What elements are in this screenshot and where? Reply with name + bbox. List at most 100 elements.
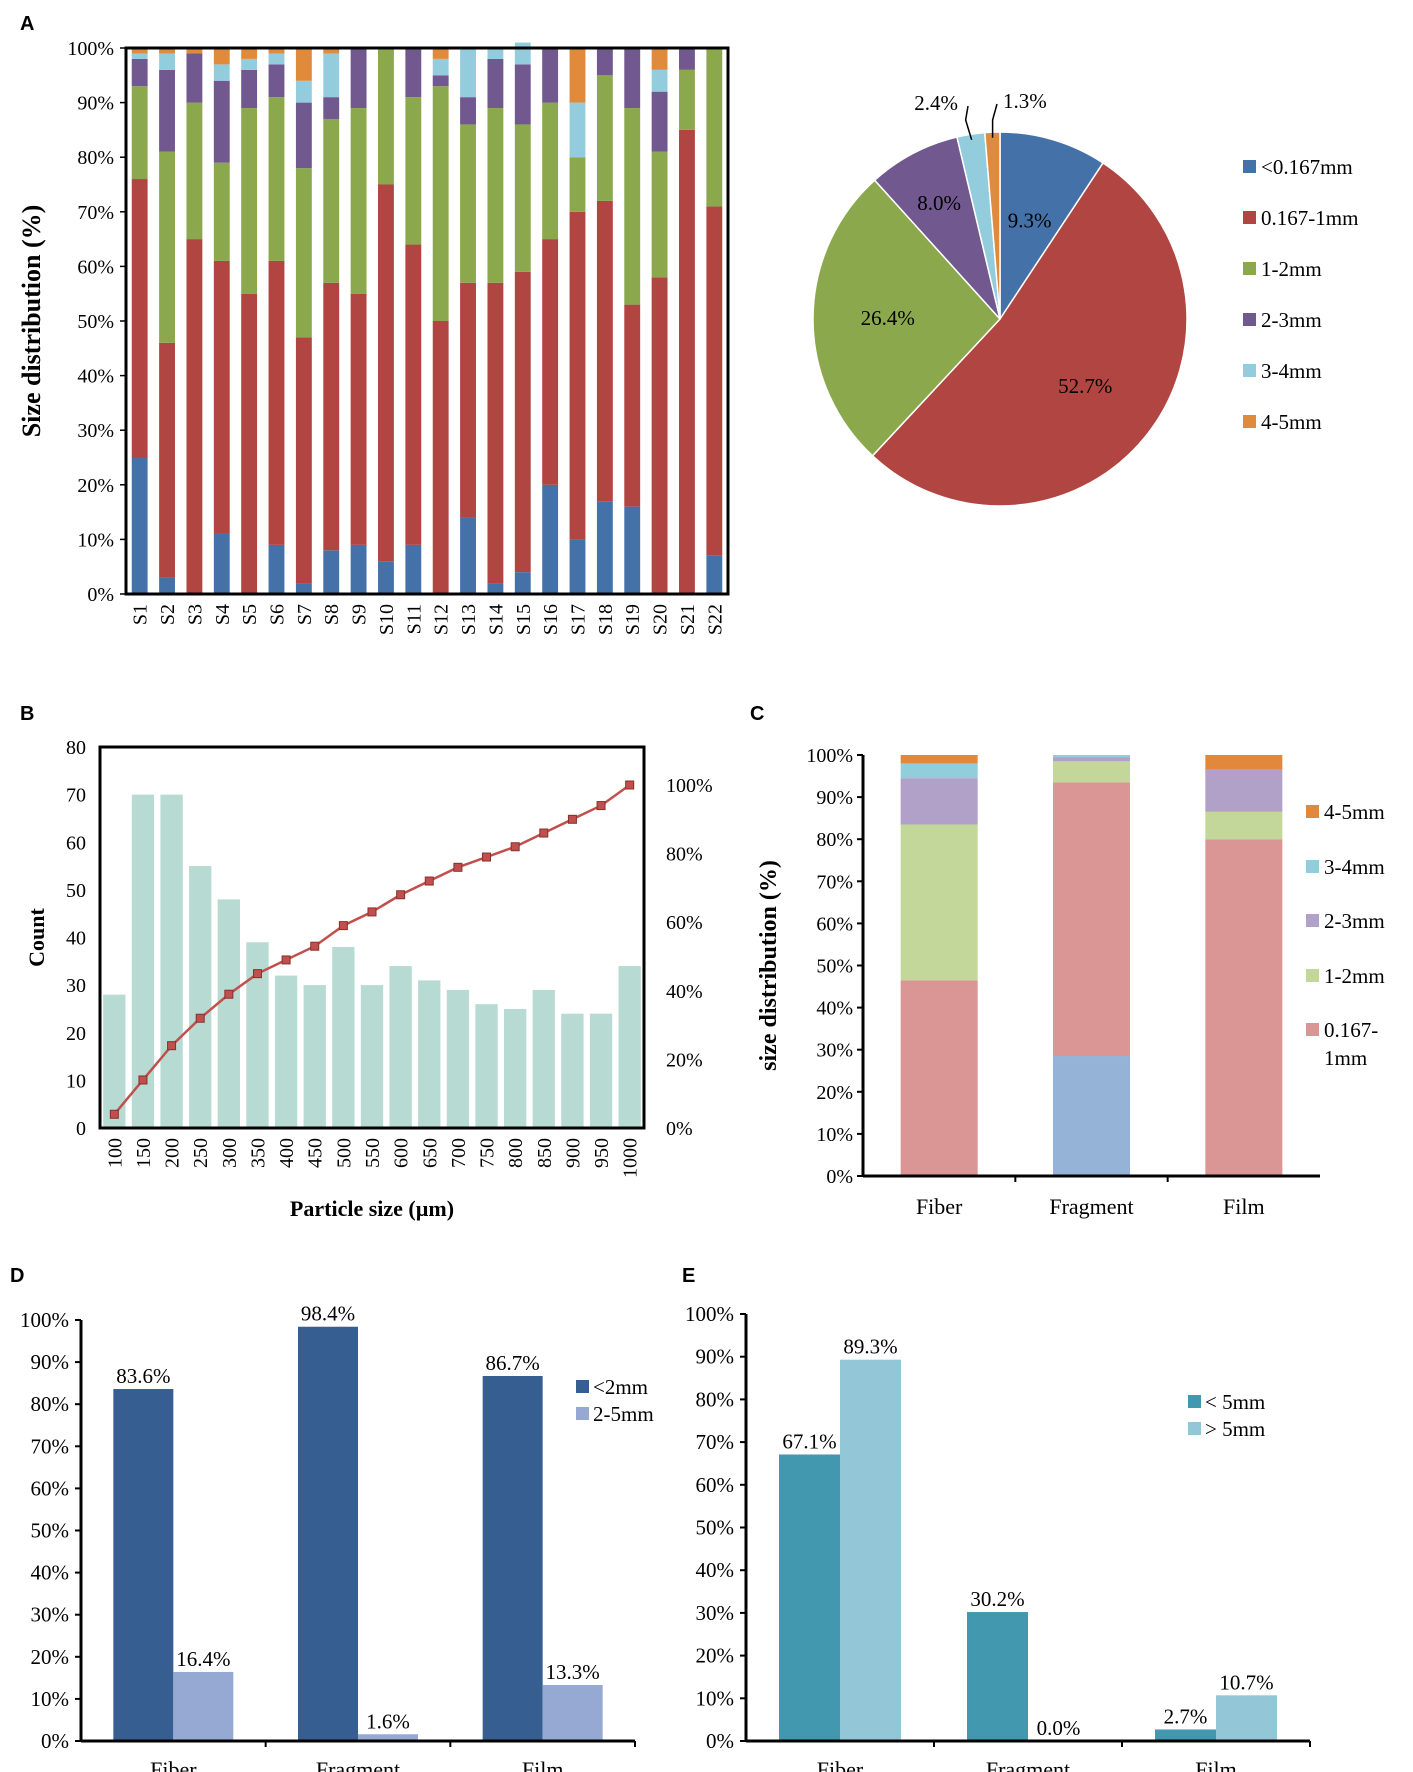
histogram-bar	[103, 994, 126, 1128]
cumulative-marker	[195, 1013, 205, 1023]
bar-data-label: 89.3%	[843, 1335, 897, 1359]
bar-segment	[159, 69, 175, 152]
bar-segment	[542, 484, 559, 594]
bar-segment	[900, 824, 978, 981]
y-tick-label: 40%	[77, 366, 114, 388]
cumulative-marker	[109, 1109, 119, 1119]
x-tick-label: S21	[677, 604, 699, 635]
bar-segment	[159, 151, 175, 343]
bar-segment	[405, 48, 422, 98]
bar-data-label: 98.4%	[301, 1302, 355, 1326]
y-tick-label: 80%	[77, 147, 114, 169]
bar-segment	[323, 118, 340, 283]
bar-segment	[1053, 755, 1130, 758]
histogram-bar	[160, 794, 183, 1128]
bar-data-label: 10.7%	[1219, 1670, 1273, 1694]
y-tick-label: 70%	[696, 1430, 735, 1454]
y-tick-label: 80%	[816, 829, 853, 851]
y-tick-label: 50%	[31, 1519, 70, 1543]
bar-segment	[186, 48, 203, 54]
pie-slice-label: 52.7%	[1058, 374, 1112, 398]
bar-data-label: 30.2%	[970, 1587, 1024, 1611]
panel-e-grouped-bar: E 0% 10% 20% 30% 40% 50% 60% 70% 80% 90% 100% 67.1% 8…	[682, 1265, 1311, 1772]
panel-a-stacked-bar: A 0% 10% 20% 30% 40% 50% 60% 70% 80% 90% 100% S1 S2 S3…	[17, 13, 730, 635]
legend-swatch	[1306, 969, 1319, 982]
histogram-bar	[503, 1008, 527, 1128]
bar-segment	[596, 75, 613, 201]
legend-label: 2-5mm	[593, 1402, 654, 1426]
x-tick-label: S10	[376, 604, 398, 635]
legend-swatch	[1306, 805, 1319, 818]
cumulative-marker	[424, 876, 434, 886]
bar-segment	[514, 42, 531, 65]
plot-frame	[124, 46, 730, 596]
bar-segment	[706, 206, 723, 556]
bar-segment	[596, 200, 613, 502]
bar-segment	[241, 58, 258, 70]
x-tick-label: Film	[522, 1757, 564, 1772]
x-tick-label: S17	[568, 604, 590, 635]
bar-segment	[1053, 757, 1130, 762]
histogram-bar	[131, 794, 155, 1128]
y-tick-label: 100%	[806, 745, 853, 767]
histogram-bar	[532, 989, 555, 1128]
y-tick-label: 20%	[696, 1644, 735, 1668]
y-tick-label: 10	[66, 1070, 86, 1092]
y-tick-label: 50%	[77, 311, 114, 333]
bar-segment	[900, 763, 978, 779]
bar-segment	[487, 583, 504, 594]
bar-segment	[542, 102, 559, 240]
y-tick-label: 60%	[696, 1473, 735, 1497]
bar-segment	[131, 48, 148, 54]
bar-segment	[706, 48, 723, 207]
bar-segment	[432, 48, 449, 59]
y-tick-label: 10%	[816, 1124, 853, 1146]
y-tick-label: 60%	[816, 913, 853, 935]
pie-leader-line	[991, 103, 998, 138]
bar-segment	[432, 86, 449, 321]
legend-label: 0.167-	[1324, 1018, 1378, 1042]
pie-slice	[999, 131, 1105, 322]
x-tick-label: S8	[321, 604, 343, 625]
x-tick-label: Fiber	[916, 1194, 963, 1219]
x-tick-label: S2	[157, 604, 179, 625]
bar	[482, 1375, 543, 1741]
cumulative-marker	[367, 907, 377, 917]
histogram-bar	[618, 966, 641, 1128]
x-tick-label: S19	[622, 604, 644, 635]
x-tick-label: S5	[239, 604, 261, 625]
x-tick-label: 800	[505, 1138, 527, 1168]
y-tick-label: 50	[66, 880, 86, 902]
y-tick-label: 90%	[816, 787, 853, 809]
y-tick-label: 20%	[31, 1645, 70, 1669]
bar-segment	[514, 572, 531, 594]
y2-tick-label: 40%	[666, 981, 703, 1003]
legend-swatch	[576, 1380, 589, 1393]
pie-leader-line	[964, 105, 973, 141]
x-tick-label: 400	[276, 1138, 298, 1168]
cumulative-marker	[281, 955, 291, 965]
bar-segment	[679, 48, 695, 70]
bar	[779, 1454, 840, 1741]
x-tick-label: S6	[267, 604, 289, 625]
bar-segment	[268, 48, 285, 54]
cumulative-marker	[224, 989, 234, 999]
y-tick-label: 30%	[816, 1040, 853, 1062]
legend-swatch	[1306, 860, 1319, 873]
bar	[542, 1685, 603, 1741]
bar-segment	[268, 260, 285, 545]
x-tick-label: 300	[219, 1138, 241, 1168]
x-tick-label: S11	[403, 604, 425, 634]
bar-segment	[514, 271, 531, 573]
y-tick-label: 0%	[41, 1729, 69, 1753]
histogram-bar	[418, 980, 441, 1128]
bar-segment	[295, 168, 312, 338]
legend-swatch	[1243, 415, 1256, 428]
legend-label: 4-5mm	[1261, 410, 1322, 434]
bar-segment	[651, 277, 668, 594]
legend-swatch	[1306, 1023, 1319, 1036]
bar-segment	[213, 260, 230, 534]
legend-swatch	[1188, 1395, 1201, 1408]
x-tick-label: 550	[362, 1138, 384, 1168]
